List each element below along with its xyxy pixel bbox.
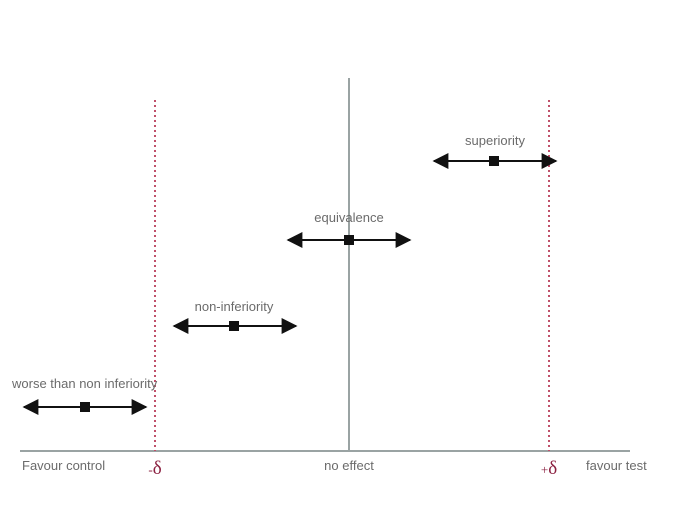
axis-label-favour-test: favour test xyxy=(586,458,647,473)
point-estimate-noninferiority xyxy=(229,321,239,331)
plus-delta-label: +δ xyxy=(541,458,557,479)
axis-label-favour-control: Favour control xyxy=(22,458,105,473)
point-estimate-superiority xyxy=(489,156,499,166)
minus-delta-label: -δ xyxy=(148,458,161,479)
plus-delta-symbol: δ xyxy=(548,458,557,479)
interval-label-noninferiority: non-inferiority xyxy=(195,299,274,314)
interval-noninferiority: non-inferiority xyxy=(172,299,298,334)
interval-equivalence: equivalence xyxy=(286,210,412,248)
interval-label-equivalence: equivalence xyxy=(314,210,383,225)
interval-label-superiority: superiority xyxy=(465,133,525,148)
minus-delta-sign: - xyxy=(148,462,152,477)
interval-worse: worse than non inferiority xyxy=(11,376,158,415)
minus-delta-symbol: δ xyxy=(153,458,162,479)
interval-superiority: superiority xyxy=(432,133,558,169)
plus-delta-sign: + xyxy=(541,462,548,477)
point-estimate-equivalence xyxy=(344,235,354,245)
axis-label-no-effect: no effect xyxy=(324,458,374,473)
interval-label-worse: worse than non inferiority xyxy=(11,376,158,391)
point-estimate-worse xyxy=(80,402,90,412)
